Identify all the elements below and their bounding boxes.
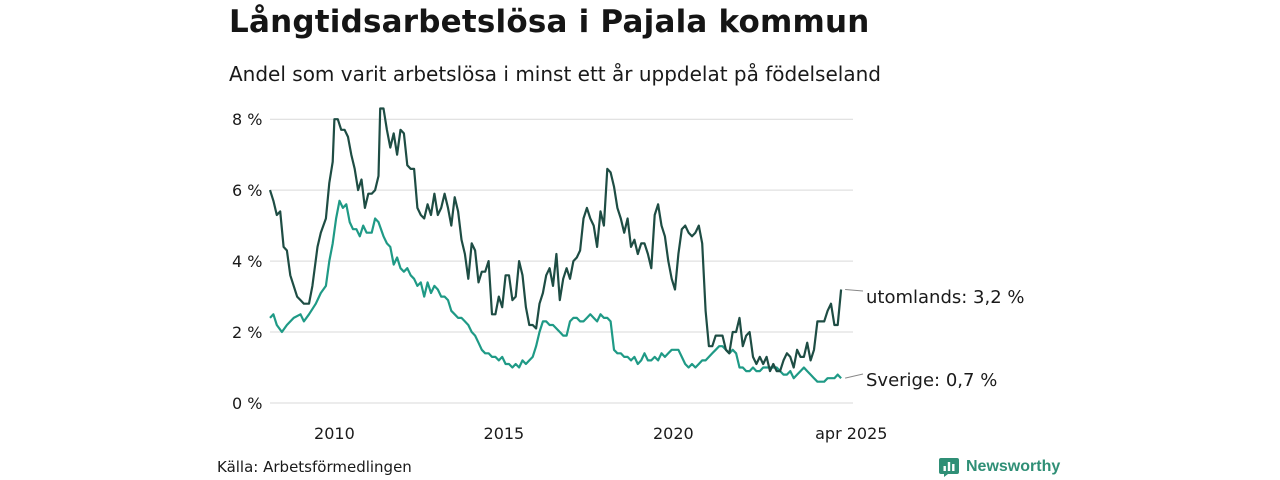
x-tick-label: apr 2025 xyxy=(815,424,887,443)
x-tick-label: 2010 xyxy=(314,424,355,443)
series-line-utomlands xyxy=(268,107,843,373)
y-tick-label: 0 % xyxy=(232,394,262,413)
series-end-label: utomlands: 3,2 % xyxy=(866,287,1025,308)
y-tick-label: 6 % xyxy=(232,181,262,200)
chart-title: Långtidsarbetslösa i Pajala kommun xyxy=(229,4,870,40)
brand-logo[interactable]: Newsworthy xyxy=(938,456,1060,478)
bar-chart-bubble-icon xyxy=(939,458,959,477)
x-tick-label: 2015 xyxy=(484,424,525,443)
y-tick-label: 4 % xyxy=(232,252,262,271)
series-end-label: Sverige: 0,7 % xyxy=(866,370,997,391)
line-chart: 0 % 2 % 4 % 6 % 8 % 2010 2015 2020 apr 2025 utoml… xyxy=(232,107,1025,443)
end-label-leader xyxy=(845,288,864,292)
source-note: Källa: Arbetsförmedlingen xyxy=(217,458,412,476)
chart-subtitle: Andel som varit arbetslösa i minst ett å… xyxy=(229,62,881,86)
end-label-leader xyxy=(845,373,864,379)
y-tick-label: 2 % xyxy=(232,323,262,342)
x-tick-label: 2020 xyxy=(653,424,694,443)
y-tick-label: 8 % xyxy=(232,110,262,129)
series-line-sverige xyxy=(269,199,842,383)
brand-name: Newsworthy xyxy=(966,458,1061,475)
